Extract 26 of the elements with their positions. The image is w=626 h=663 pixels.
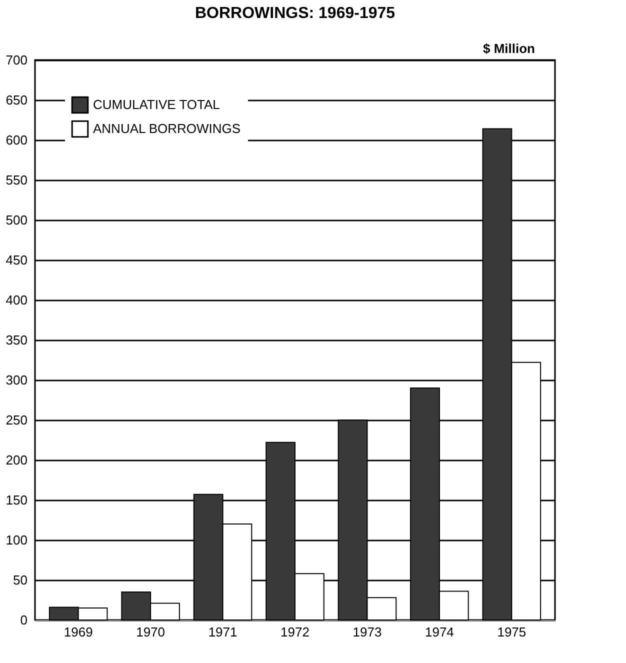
y-tick-label: 350 — [6, 332, 28, 348]
x-tick-label: 1972 — [280, 624, 310, 640]
chart-title: BORROWINGS: 1969-1975 — [194, 5, 396, 22]
y-tick-label: 600 — [6, 132, 28, 148]
y-tick-label: 550 — [6, 172, 28, 188]
x-tick-label: 1973 — [352, 624, 382, 640]
y-tick-label: 100 — [6, 532, 28, 548]
x-tick-label: 1969 — [64, 624, 93, 640]
y-tick-label: 500 — [6, 212, 28, 228]
text: $ Million — [483, 41, 536, 56]
y-tick-label: 0 — [20, 612, 28, 628]
y-tick-label: 400 — [6, 292, 28, 308]
legend-label: ANNUAL BORROWINGS — [93, 121, 241, 136]
y-tick-label: 450 — [6, 252, 28, 268]
x-tick-label: 1971 — [208, 624, 238, 640]
legend-label: CUMULATIVE TOTAL — [93, 97, 220, 112]
y-tick-label: 300 — [6, 372, 28, 388]
y-tick-label: 200 — [6, 452, 28, 468]
y-tick-label: 150 — [6, 492, 28, 508]
x-tick-label: 1974 — [424, 624, 454, 640]
x-tick-label: 1970 — [136, 624, 166, 640]
y-tick-label: 250 — [6, 412, 28, 428]
y-tick-label: 50 — [13, 572, 28, 588]
y-tick-label: 700 — [6, 52, 28, 68]
y-tick-label: 650 — [6, 92, 28, 108]
x-tick-label: 1975 — [497, 624, 526, 640]
